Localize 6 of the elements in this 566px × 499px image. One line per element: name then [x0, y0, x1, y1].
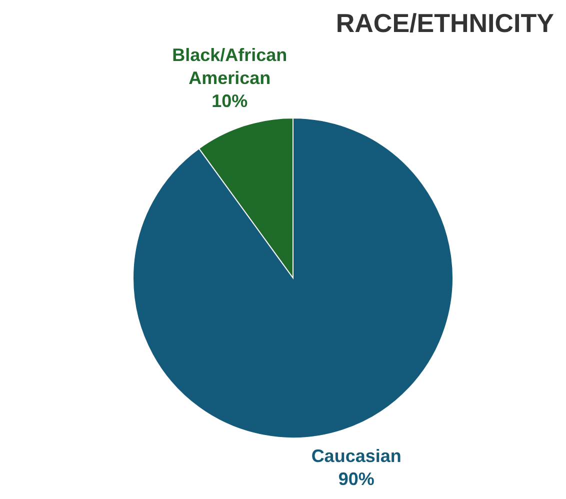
slice-label: Black/African American: [172, 45, 288, 88]
slice-label: Caucasian: [311, 446, 402, 466]
data-label: 90%: [338, 468, 374, 489]
data-label: 10%: [212, 91, 248, 112]
pie-slice: [132, 118, 454, 438]
chart-title: RACE/ETHNICITY: [336, 8, 554, 39]
